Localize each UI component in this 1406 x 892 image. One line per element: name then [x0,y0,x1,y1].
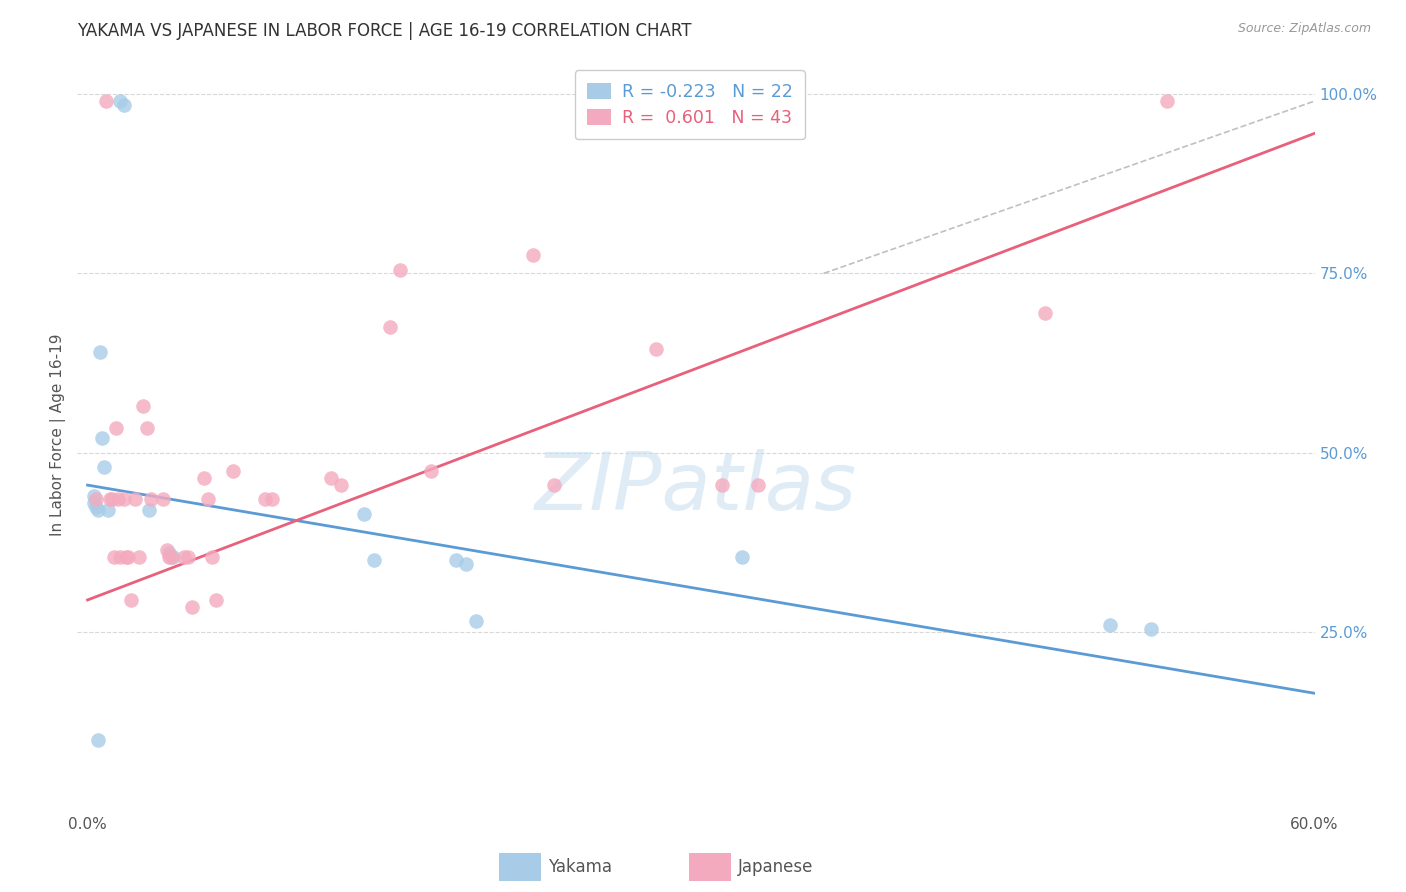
Legend: R = -0.223   N = 22, R =  0.601   N = 43: R = -0.223 N = 22, R = 0.601 N = 43 [575,70,804,139]
Point [139,492,162,507]
Point [103,549,125,564]
Point [465,615,488,629]
Point [444,553,467,567]
Point [222,464,245,478]
Point [177,549,200,564]
Point [120,593,142,607]
Point [201,549,224,564]
Point [87,503,110,517]
Point [84,492,107,507]
Point [110,94,132,108]
Point [1140,622,1163,636]
Point [98,492,121,507]
Point [93,460,115,475]
Text: Japanese: Japanese [738,858,814,876]
Point [132,399,155,413]
Point [330,478,353,492]
Point [173,549,195,564]
Point [319,471,342,485]
Point [83,496,105,510]
Point [454,557,477,571]
Point [420,464,443,478]
Point [353,507,375,521]
Point [645,342,668,356]
Text: YAKAMA VS JAPANESE IN LABOR FORCE | AGE 16-19 CORRELATION CHART: YAKAMA VS JAPANESE IN LABOR FORCE | AGE … [77,22,692,40]
Point [115,549,138,564]
Point [747,478,769,492]
Point [128,549,150,564]
Point [112,492,135,507]
Y-axis label: In Labor Force | Age 16-19: In Labor Force | Age 16-19 [51,334,66,536]
Point [260,492,283,507]
Point [101,492,124,507]
Point [389,262,412,277]
Point [710,478,733,492]
Point [197,492,219,507]
Point [731,549,754,564]
Text: Source: ZipAtlas.com: Source: ZipAtlas.com [1237,22,1371,36]
Point [84,500,107,514]
Point [83,489,105,503]
Text: ZIPatlas: ZIPatlas [534,449,858,526]
Point [117,549,139,564]
Point [160,549,183,564]
Point [105,420,128,434]
Point [138,503,160,517]
Point [90,432,112,446]
Point [157,549,180,564]
Point [157,546,180,560]
Text: Yakama: Yakama [548,858,613,876]
Point [162,549,184,564]
Point [205,593,228,607]
Point [94,94,117,108]
Point [97,503,120,517]
Point [107,492,129,507]
Point [1099,618,1122,632]
Point [1033,306,1056,320]
Point [135,420,157,434]
Point [112,97,135,112]
Point [380,320,402,334]
Point [1156,94,1178,108]
Point [110,549,132,564]
Point [543,478,565,492]
Point [87,733,110,747]
Point [152,492,174,507]
Point [89,345,111,359]
Point [254,492,277,507]
Point [193,471,215,485]
Point [124,492,146,507]
Point [156,542,179,557]
Point [363,553,385,567]
Point [180,600,202,615]
Point [522,248,544,262]
